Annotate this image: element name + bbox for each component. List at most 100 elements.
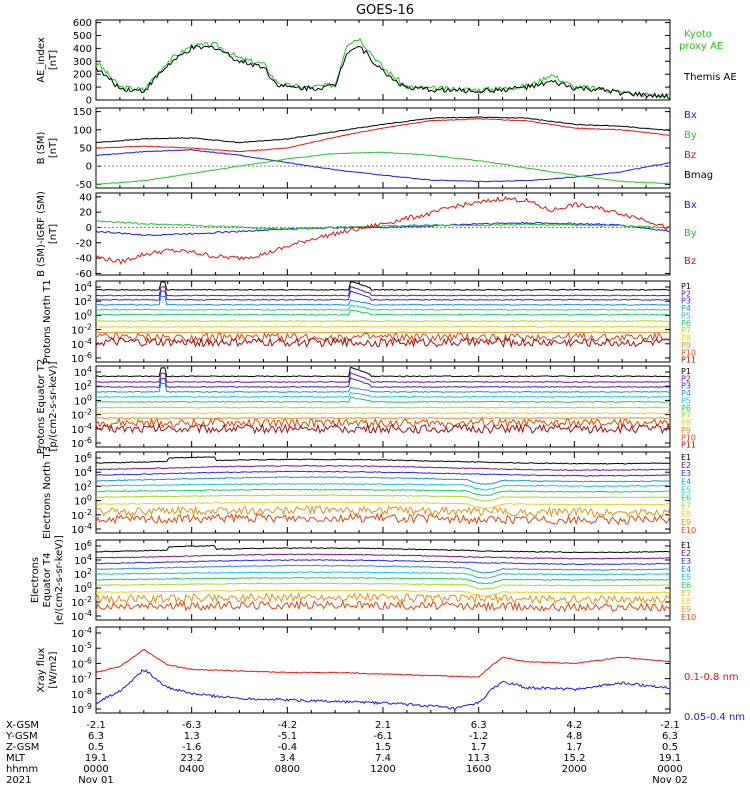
legend-e9: E9 [681,518,691,527]
legend-e8: E8 [681,597,691,606]
orbit-cell: 4.8 [566,731,582,742]
orbit-cell: 2.1 [375,720,391,731]
legend-e3: E3 [681,557,691,566]
legend-e7: E7 [681,589,691,598]
legend-p3: P3 [681,382,691,391]
legend-by: By [684,130,697,141]
orbit-cell: -4.2 [278,720,298,731]
channel-e8-line [96,589,671,597]
channel-e10-line [95,600,671,613]
series-bz-line [95,118,671,153]
orbit-cell: -2.1 [660,720,680,731]
legend-e5: E5 [681,573,691,582]
channel-e6-line [95,488,671,497]
legend-e1: E1 [681,541,691,550]
orbit-cell: 7.4 [375,753,391,764]
legend-p3: P3 [681,297,691,306]
legend-p4: P4 [681,304,691,313]
legend-p9: P9 [681,426,691,435]
orbit-cell: 0400 [179,764,204,775]
y-tick-label: 10-4 [71,337,92,351]
channel-p8-line [95,325,671,328]
y-tick-label: 100 [73,125,92,136]
channel-p7-line [95,406,671,409]
orbit-cell: -1.6 [182,742,202,753]
panel-0-ylabel: AE_index[nT] [36,37,59,83]
channel-p4-line [96,295,671,306]
channel-p4-line [95,382,670,393]
y-tick-label: -60 [76,269,92,280]
orbit-cell: -5.1 [278,731,298,742]
legend-e6: E6 [681,494,691,503]
legend-by: By [684,228,697,239]
panel-6-ylabel: ElectronsEquator T4[e/(cm2-s-sr-keV)] [30,535,65,625]
y-tick-label: 150 [73,107,92,118]
channel-p5-line [95,304,671,311]
y-tick-label: -50 [76,180,92,191]
legend-bz: Bz [684,256,696,267]
legend-bx: Bx [684,110,697,121]
legend-bx: Bx [684,200,697,211]
orbit-cell: -1.2 [469,731,489,742]
orbit-cell: 1.7 [471,742,487,753]
legend-e1: E1 [681,453,691,462]
y-tick-label: 10-6 [71,351,92,365]
series-bmag-line [95,116,671,144]
y-tick-label: 100 [74,393,92,407]
orbit-cell: 23.2 [181,753,203,764]
y-tick-label: 300 [73,57,92,68]
channel-e7-line [95,582,671,590]
channel-e4-line [95,564,671,574]
orbit-row-label: 2021 [6,775,31,786]
channel-p3-line [95,290,671,301]
y-tick-label: 100 [73,83,92,94]
y-tick-label: 10-4 [71,422,92,436]
legend-p5: P5 [681,396,691,405]
channel-p11-line [95,422,671,435]
series-long-wavelength-line [95,649,671,678]
channel-e2-line [96,553,671,560]
y-tick-label: 106 [74,539,92,553]
legend-e9: E9 [681,605,691,614]
legend-kyoto-proxy-ae: Kyoto proxy AE [679,29,723,52]
channel-e6-line [95,576,671,585]
legend-bmag: Bmag [684,170,713,181]
channel-e5-line [95,483,671,491]
orbit-cell: 15.2 [563,753,585,764]
panel-1-ylabel: B (SM)[nT] [36,131,59,164]
y-tick-label: 500 [73,31,92,42]
y-tick-label: 10-6 [71,656,92,670]
y-tick-label: 10-6 [71,436,92,450]
channel-p10-line [95,331,671,344]
series-bz-line [95,196,671,266]
channel-e7-line [95,494,671,502]
legend-p6: P6 [681,319,691,328]
channel-e9-line [95,505,671,518]
channel-p2-line [95,285,671,297]
y-tick-label: 10-9 [71,702,92,716]
orbit-cell: -0.4 [278,742,298,753]
legend-p2: P2 [681,374,691,383]
orbit-cell: -6.3 [182,720,202,731]
orbit-cell: 1600 [466,764,491,775]
plot-title: GOES-16 [356,3,414,18]
y-tick-label: 10-2 [71,323,92,337]
legend-p5: P5 [681,311,691,320]
series-bx-line [95,221,671,237]
channel-e5-line [96,571,671,579]
y-tick-label: 40 [79,192,92,203]
orbit-cell: 3.4 [279,753,295,764]
legend-e2: E2 [681,549,691,558]
y-tick-label: 10-4 [71,522,92,536]
legend-e7: E7 [681,502,691,511]
orbit-cell: 0000 [83,764,108,775]
legend-p10: P10 [681,433,696,442]
series-by-line [95,220,671,231]
y-tick-label: -40 [76,254,92,265]
channel-e3-line [95,470,671,477]
orbit-row-label: Y-GSM [5,731,38,742]
orbit-cell: Nov 01 [78,775,113,786]
orbit-row-label: hhmm [6,764,38,775]
legend-p7: P7 [681,326,691,335]
legend-e4: E4 [681,477,691,486]
